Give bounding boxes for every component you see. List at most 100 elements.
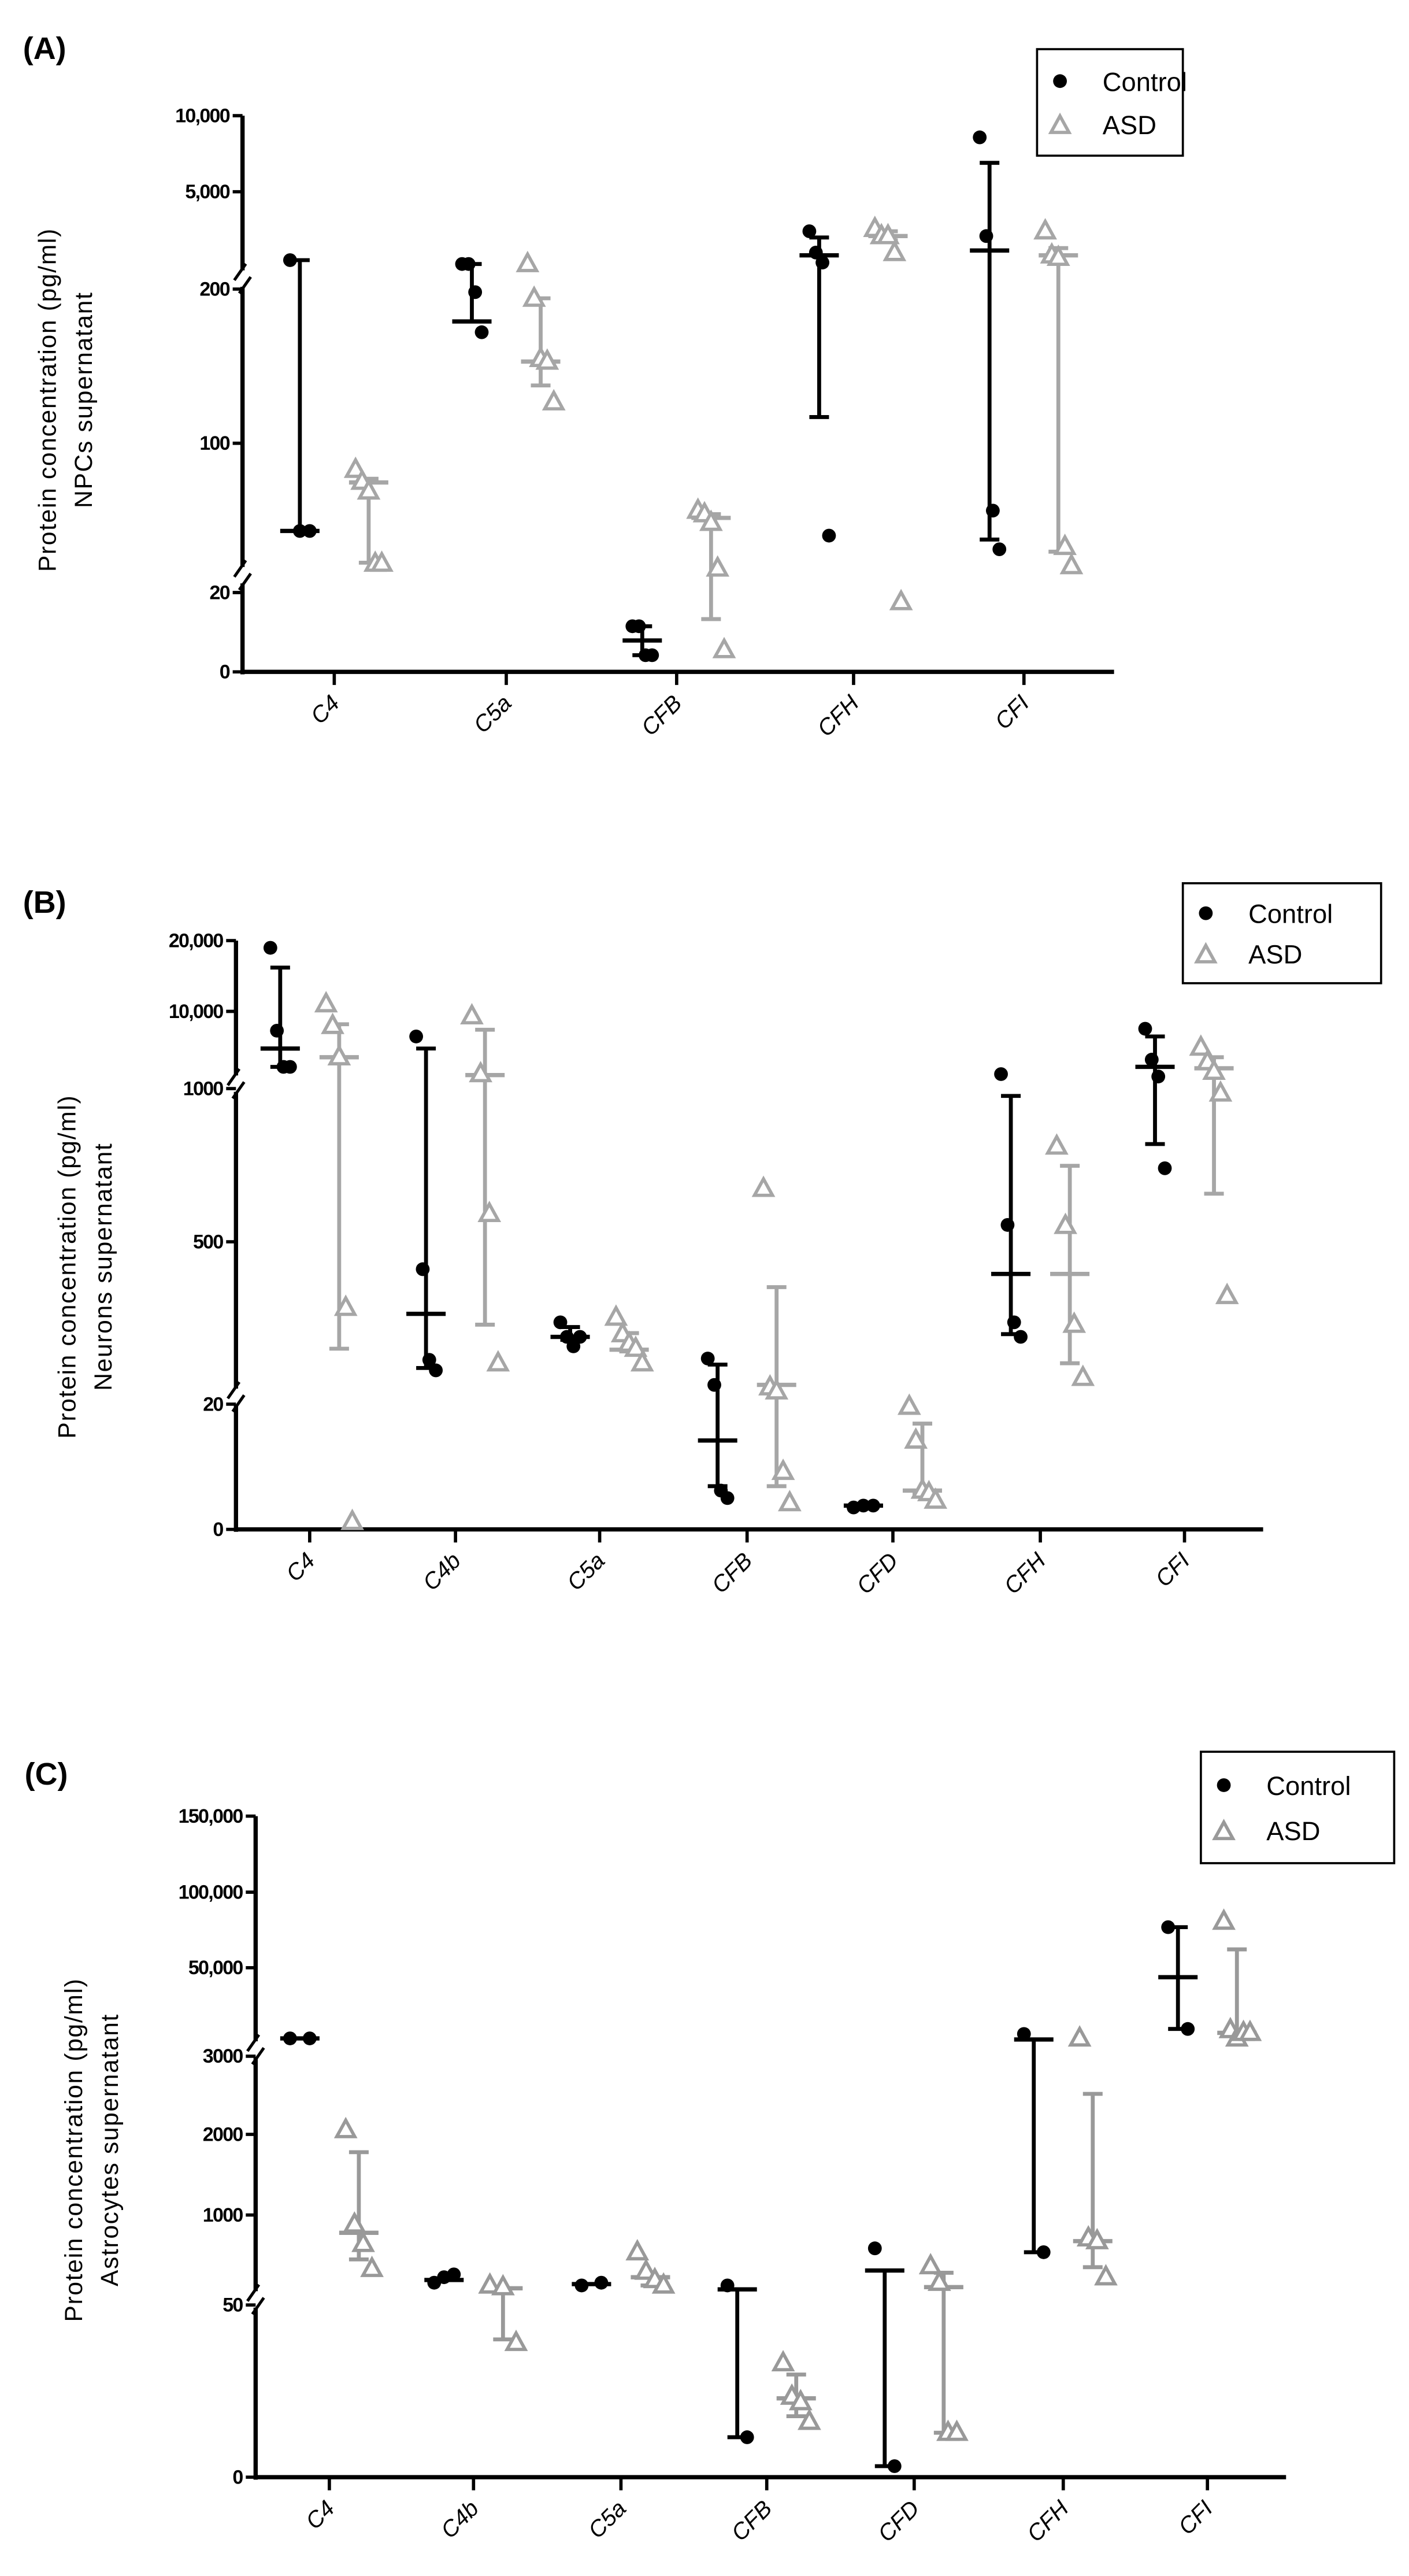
data-point-asd xyxy=(1067,2025,1092,2047)
data-point-control xyxy=(283,253,297,267)
data-point-control xyxy=(707,1378,721,1392)
data-point-asd xyxy=(927,2269,951,2291)
data-point-asd xyxy=(712,636,736,658)
data-point-asd xyxy=(889,589,913,610)
series-control xyxy=(280,1920,1198,2473)
series-asd xyxy=(314,991,1239,1530)
x-tick-label: CFD xyxy=(873,2496,925,2547)
axis-break-mark xyxy=(227,1068,241,1086)
x-tick-label: C5a xyxy=(562,1548,610,1596)
legend-label-asd: ASD xyxy=(1266,1816,1320,1846)
data-point-control xyxy=(992,542,1007,557)
x-tick-label: C4 xyxy=(306,690,344,729)
y-tick-label: 3000 xyxy=(203,2045,243,2067)
legend-box xyxy=(1181,882,1382,984)
x-tick-label: CFI xyxy=(1174,2496,1218,2540)
legend-box xyxy=(1036,48,1184,157)
series-control xyxy=(280,130,1010,662)
legend: Control ASD xyxy=(1036,48,1187,157)
x-tick-label: C4b xyxy=(436,2496,484,2544)
legend-asd-marker xyxy=(1048,112,1072,134)
y-tick-label: 100,000 xyxy=(179,1881,243,1903)
data-point-control xyxy=(422,1353,436,1367)
y-tick-label: 100 xyxy=(199,432,229,454)
legend-label-asd: ASD xyxy=(1248,940,1302,969)
data-point-asd xyxy=(1212,1908,1236,1930)
data-point-asd xyxy=(1033,218,1057,240)
data-point-asd xyxy=(340,1508,364,1530)
data-point-control xyxy=(887,2459,902,2473)
legend-box xyxy=(1200,1750,1396,1864)
data-point-control xyxy=(302,524,317,538)
data-point-asd xyxy=(876,223,900,245)
data-point-asd xyxy=(904,1427,928,1449)
data-point-control xyxy=(283,2031,297,2045)
data-point-asd xyxy=(1062,1311,1087,1333)
axis-break-mark xyxy=(233,559,247,578)
data-point-asd xyxy=(1094,2264,1118,2286)
legend-control-marker xyxy=(1217,1778,1231,1792)
axis-break-mark xyxy=(231,1081,246,1100)
data-point-asd xyxy=(542,388,566,410)
legend-asd-marker xyxy=(1194,942,1218,964)
y-axis-label: Protein concentration (pg/ml) xyxy=(34,228,61,572)
axis-break-mark xyxy=(251,2046,265,2066)
data-point-asd xyxy=(333,2116,358,2138)
y-tick-label: 500 xyxy=(193,1231,223,1253)
data-point-control xyxy=(720,1491,735,1505)
series-asd xyxy=(343,215,1084,658)
data-point-control xyxy=(461,257,476,271)
y-tick-label: 150,000 xyxy=(179,1805,243,1827)
data-point-control xyxy=(985,504,1000,518)
data-point-asd xyxy=(798,2408,821,2430)
data-point-control xyxy=(447,2267,461,2282)
x-tick-label: CFH xyxy=(813,690,864,742)
data-point-control xyxy=(632,619,646,634)
data-point-control xyxy=(302,2031,317,2045)
series-asd xyxy=(333,1908,1262,2441)
data-point-asd xyxy=(370,550,394,572)
data-point-asd xyxy=(357,478,381,500)
y-axis-label: Protein concentration (pg/ml) xyxy=(54,1095,81,1439)
data-point-control xyxy=(802,224,817,238)
y-axis-label: NPCs supernatant xyxy=(71,291,98,508)
data-point-control xyxy=(979,229,993,243)
data-point-control xyxy=(809,245,823,260)
data-point-control xyxy=(867,2241,882,2256)
data-point-control xyxy=(1000,1218,1015,1232)
axis-break-mark xyxy=(231,1394,246,1413)
data-point-asd xyxy=(771,2349,795,2372)
data-point-control xyxy=(283,1060,297,1074)
x-tick-label: C5a xyxy=(584,2496,632,2544)
data-point-control xyxy=(594,2275,609,2290)
x-tick-label: CFD xyxy=(852,1548,903,1599)
panel-label: (A) xyxy=(23,31,66,66)
y-tick-label: 5,000 xyxy=(185,181,229,203)
data-point-control xyxy=(856,1498,870,1513)
x-tick-label: CFI xyxy=(1151,1548,1195,1592)
legend-label-control: Control xyxy=(1248,900,1333,929)
data-point-asd xyxy=(1208,1080,1233,1102)
data-point-asd xyxy=(342,2211,366,2233)
data-point-control xyxy=(574,2278,589,2293)
data-point-asd xyxy=(624,1335,648,1357)
data-point-control xyxy=(645,648,659,662)
data-point-asd xyxy=(491,2274,515,2296)
x-tick-label: CFH xyxy=(999,1548,1051,1599)
data-point-asd xyxy=(469,1061,492,1083)
data-point-control xyxy=(866,1498,880,1513)
data-point-asd xyxy=(535,348,559,370)
y-tick-label: 20 xyxy=(203,1393,223,1415)
data-point-asd xyxy=(1189,1034,1213,1056)
data-point-control xyxy=(468,285,483,299)
data-point-asd xyxy=(945,2419,969,2441)
x-tick-label: CFB xyxy=(726,2496,777,2546)
data-point-control xyxy=(416,1262,430,1276)
data-point-asd xyxy=(314,991,338,1013)
data-point-asd xyxy=(522,285,546,307)
x-tick-label: CFH xyxy=(1022,2496,1074,2547)
axis-break-mark xyxy=(238,572,252,591)
y-tick-label: 10,000 xyxy=(169,1001,224,1023)
data-point-control xyxy=(973,130,987,145)
data-point-control xyxy=(815,256,829,270)
